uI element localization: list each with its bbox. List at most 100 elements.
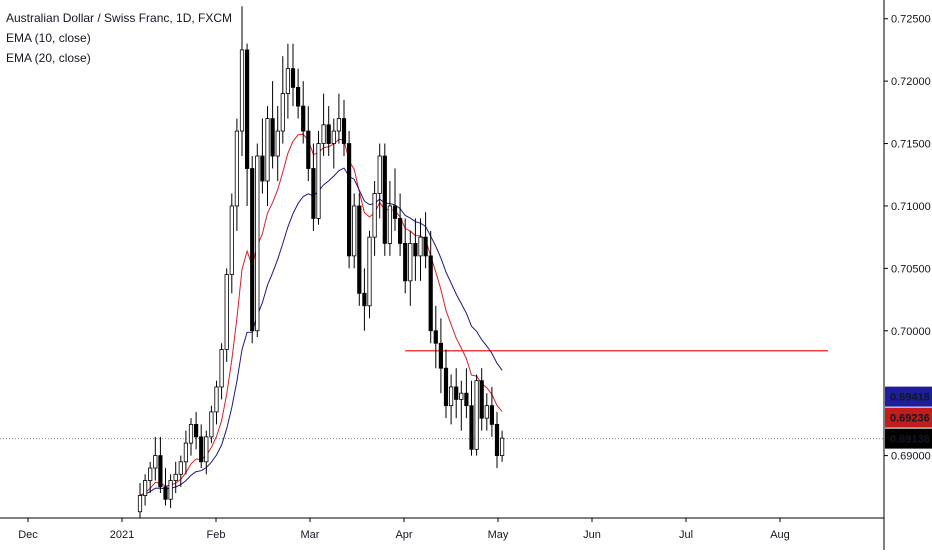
price-label-text: 0.69136 [890, 434, 930, 446]
candle-body [408, 242, 413, 282]
candle-body [474, 380, 479, 450]
candle-body [290, 68, 296, 88]
time-tick-label: Aug [770, 529, 790, 541]
symbol-title[interactable]: Australian Dollar / Swiss Franc, 1D, FXC… [6, 11, 233, 25]
price-tick-label: 0.72500 [891, 14, 931, 26]
candle-body [173, 473, 178, 481]
candle-body [357, 205, 362, 294]
candle-body [336, 118, 342, 132]
candle-body [494, 423, 500, 456]
candle-body [148, 467, 153, 481]
price-label-box [885, 386, 932, 407]
candle-body [250, 168, 255, 332]
price-tick-label: 0.69000 [891, 451, 931, 463]
candle-body [204, 436, 209, 463]
candle-body [301, 105, 306, 132]
candle-body [142, 480, 148, 496]
candle-body [316, 143, 321, 219]
candle-body [311, 168, 316, 219]
chart-legend: Australian Dollar / Swiss Franc, 1D, FXC… [6, 8, 232, 68]
candle-body [295, 86, 301, 107]
time-tick-label: Jun [583, 529, 601, 541]
candle-body [403, 242, 408, 282]
candle-body [341, 118, 347, 144]
candle-body [352, 205, 357, 257]
candle-body [224, 274, 229, 350]
candle-body [193, 423, 199, 438]
time-tick-label: Feb [207, 529, 226, 541]
time-tick-label: Mar [301, 529, 320, 541]
candle-body [459, 392, 464, 400]
price-tick-label: 0.72000 [891, 76, 931, 88]
candle-body [168, 480, 173, 500]
candle-body [326, 124, 331, 144]
candle-body [234, 130, 239, 207]
candle-body [413, 242, 418, 257]
candle-body [397, 218, 403, 244]
candle-body [387, 205, 393, 244]
time-tick-label: 2021 [110, 529, 134, 541]
candle-body [382, 155, 387, 244]
candle-body [178, 461, 183, 475]
candle-body [392, 205, 398, 219]
candle-body [372, 193, 377, 238]
time-tick-label: May [488, 529, 509, 541]
price-labels: 0.69418 0.69236 0.69136 [885, 386, 932, 449]
candle-body [346, 143, 352, 257]
candle-body [214, 386, 219, 413]
candle-body [469, 405, 474, 450]
price-label-text: 0.69418 [890, 392, 930, 404]
candle-body [367, 236, 372, 307]
candle-body [321, 124, 326, 144]
candle-body [479, 380, 484, 419]
time-tick-label: Jul [679, 529, 693, 541]
candle-body [188, 423, 194, 444]
candle-body [229, 205, 234, 276]
candle-body [306, 130, 311, 169]
candle-body [163, 486, 168, 500]
candle-body [199, 436, 204, 463]
candle-body [484, 405, 489, 419]
price-tick-label: 0.71500 [891, 139, 931, 151]
candle-body [499, 437, 505, 456]
candle-body [153, 455, 158, 469]
candle-body [275, 130, 280, 157]
candle-body [244, 49, 250, 169]
candle-body [255, 155, 260, 332]
candle-body [454, 386, 459, 400]
candle-body [158, 455, 163, 488]
candle-body [331, 130, 336, 144]
time-tick-label: Apr [395, 529, 412, 541]
price-tick-label: 0.71000 [891, 201, 931, 213]
candle-body [489, 405, 495, 425]
ema20-legend[interactable]: EMA (20, close) [6, 51, 91, 65]
candle-body [438, 342, 444, 369]
candle-body [423, 236, 428, 257]
candle-body [219, 349, 224, 388]
ema10-legend[interactable]: EMA (10, close) [6, 31, 91, 45]
candle-body [418, 236, 423, 257]
candle-body [270, 118, 275, 157]
candle-body [265, 118, 270, 182]
candle-body [377, 155, 382, 194]
candle-body [285, 68, 291, 95]
price-tick-label: 0.70000 [891, 326, 931, 338]
time-tick-label: Dec [18, 529, 38, 541]
candle-body [464, 392, 469, 407]
candle-body [260, 155, 265, 182]
candle-body [443, 367, 449, 407]
candle-body [362, 292, 367, 307]
price-label-text: 0.69236 [890, 413, 930, 425]
candle-body [433, 330, 438, 344]
price-label-box [885, 428, 932, 449]
price-axis[interactable]: 0.72500 0.72000 0.71500 0.71000 0.70500 0.700… [884, 14, 931, 463]
candle-body [183, 442, 188, 463]
candle-body [209, 411, 214, 438]
candle-body [448, 386, 454, 407]
ema20-line [139, 167, 503, 496]
time-axis[interactable]: Dec 2021 Feb Mar Apr May Jun Jul Aug [18, 518, 790, 541]
price-tick-label: 0.70500 [891, 263, 931, 275]
